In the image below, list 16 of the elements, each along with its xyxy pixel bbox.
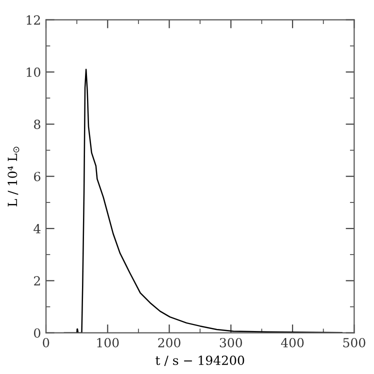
- y-tick-label: 10: [26, 67, 40, 77]
- x-tick-label: 0: [42, 338, 50, 348]
- x-tick-label: 100: [97, 338, 119, 348]
- x-axis-title: t / s − 194200: [156, 356, 244, 366]
- x-tick-label: 500: [343, 338, 366, 348]
- x-tick-label: 300: [220, 338, 242, 348]
- x-tick-label: 200: [158, 338, 180, 348]
- y-tick-label: 0: [34, 328, 40, 338]
- line-series: [64, 68, 342, 333]
- y-axis-title: L / 10⁴ L$_{⊙}$: [8, 146, 20, 206]
- y-tick-label: 6: [34, 172, 40, 182]
- y-tick-label: 8: [34, 120, 40, 130]
- y-tick-label: 2: [34, 276, 40, 286]
- y-tick-label: 4: [34, 224, 41, 234]
- y-tick-label: 12: [26, 15, 40, 25]
- x-tick-label: 400: [281, 338, 304, 348]
